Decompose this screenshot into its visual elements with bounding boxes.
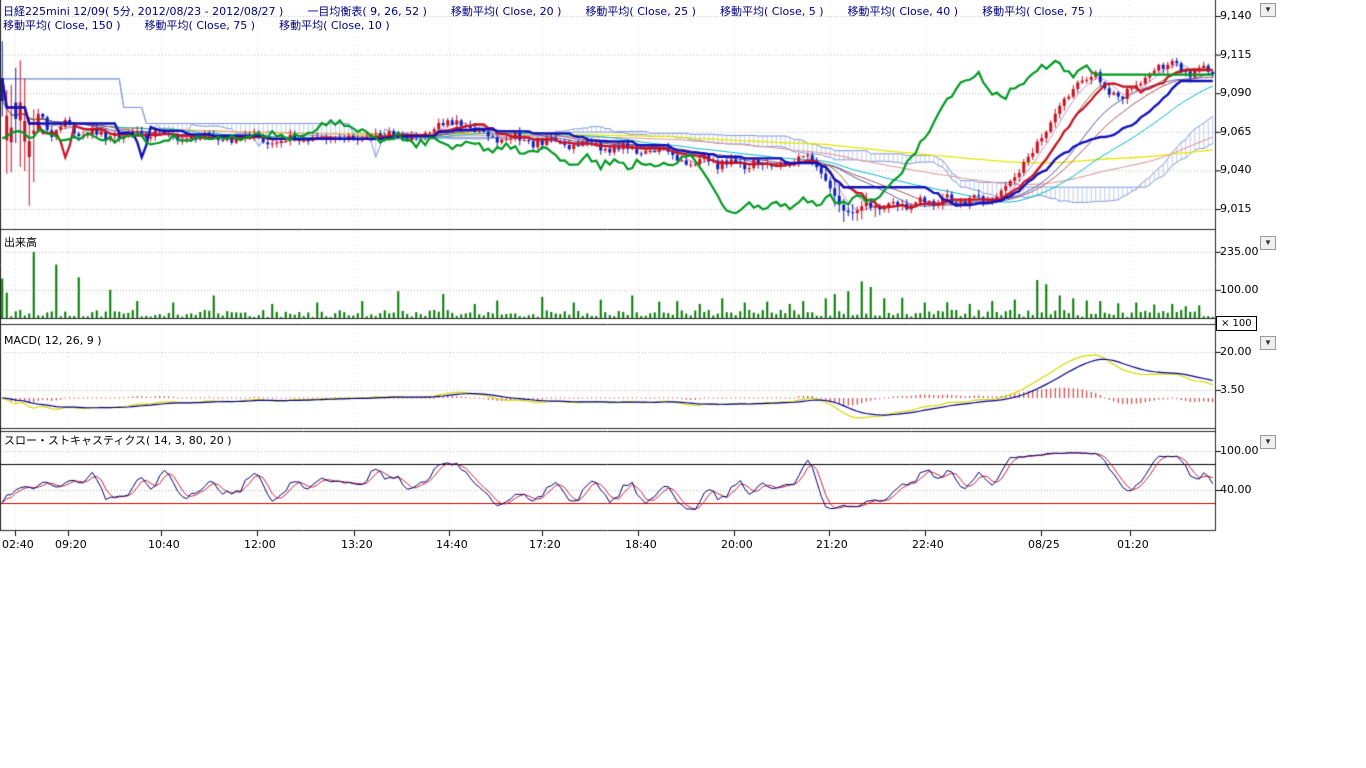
time-axis-label: 18:40 (625, 538, 657, 551)
price-axis-label: 9,140 (1220, 9, 1252, 22)
price-axis-label: 9,040 (1220, 163, 1252, 176)
price-chart-canvas[interactable] (0, 0, 1280, 560)
indicator-label-row2-2: 移動平均( Close, 10 ) (279, 17, 390, 33)
time-axis-label: 22:40 (912, 538, 944, 551)
stochastics-panel-title: スロー・ストキャスティクス( 14, 3, 80, 20 ) (4, 432, 232, 448)
time-axis-label: 17:20 (529, 538, 561, 551)
time-axis-label: 01:20 (1117, 538, 1149, 551)
indicator-label-row1-6: 移動平均( Close, 75 ) (982, 3, 1093, 19)
stoch-axis-label: 40.00 (1220, 483, 1252, 496)
stochastics-panel-dropdown-button[interactable]: ▼ (1260, 435, 1276, 449)
indicator-label-row1-3: 移動平均( Close, 25 ) (585, 3, 696, 19)
indicator-label-row1-5: 移動平均( Close, 40 ) (848, 3, 959, 19)
price-axis-label: 9,065 (1220, 125, 1252, 138)
time-axis-label: 08/25 (1028, 538, 1060, 551)
time-axis-label: 13:20 (341, 538, 373, 551)
volume-panel-dropdown-button[interactable]: ▼ (1260, 236, 1276, 250)
time-axis-label: 10:40 (148, 538, 180, 551)
indicator-label-row2-1: 移動平均( Close, 75 ) (145, 17, 256, 33)
time-axis-label: 14:40 (436, 538, 468, 551)
time-axis-label: 12:00 (244, 538, 276, 551)
macd-panel-title: MACD( 12, 26, 9 ) (4, 334, 102, 347)
macd-panel-dropdown-button[interactable]: ▼ (1260, 336, 1276, 350)
time-axis-label: 21:20 (816, 538, 848, 551)
volume-panel-title: 出来高 (4, 234, 37, 250)
time-axis-label: 02:40 (2, 538, 34, 551)
volume-multiplier-badge: × 100 (1216, 316, 1257, 331)
price-axis-label: 9,115 (1220, 48, 1252, 61)
volume-axis-label: 100.00 (1220, 283, 1259, 296)
volume-axis-label: 235.00 (1220, 245, 1259, 258)
stoch-axis-label: 100.00 (1220, 444, 1259, 457)
indicator-label-row1-2: 移動平均( Close, 20 ) (451, 3, 562, 19)
price-axis-label: 9,090 (1220, 86, 1252, 99)
time-axis-label: 09:20 (55, 538, 87, 551)
indicator-label-row2-0: 移動平均( Close, 150 ) (3, 17, 121, 33)
indicator-header-row-2: 移動平均( Close, 150 ) 移動平均( Close, 75 ) 移動平均(… (3, 17, 390, 33)
time-axis-label: 20:00 (721, 538, 753, 551)
macd-axis-label: 3.50 (1220, 383, 1245, 396)
macd-axis-label: 20.00 (1220, 345, 1252, 358)
price-panel-dropdown-button[interactable]: ▼ (1260, 3, 1276, 17)
price-axis-label: 9,015 (1220, 202, 1252, 215)
indicator-label-row1-4: 移動平均( Close, 5 ) (720, 3, 824, 19)
